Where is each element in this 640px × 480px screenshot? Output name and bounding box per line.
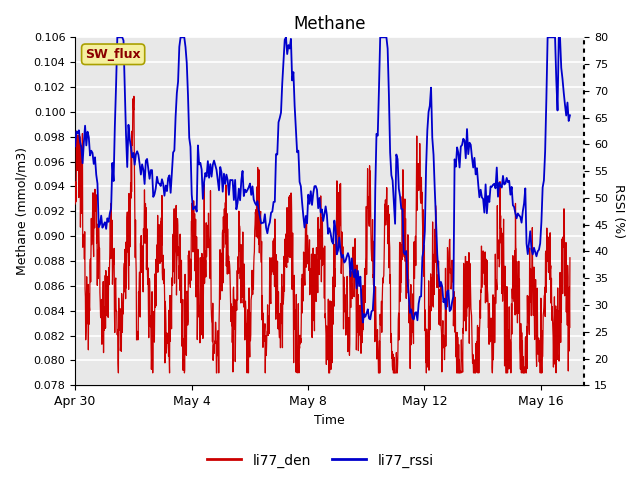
Y-axis label: RSSI (%): RSSI (%) bbox=[612, 184, 625, 239]
X-axis label: Time: Time bbox=[314, 414, 345, 427]
Legend: li77_den, li77_rssi: li77_den, li77_rssi bbox=[201, 448, 439, 473]
Title: Methane: Methane bbox=[294, 15, 366, 33]
Text: SW_flux: SW_flux bbox=[85, 48, 141, 61]
Y-axis label: Methane (mmol/m3): Methane (mmol/m3) bbox=[15, 147, 28, 276]
